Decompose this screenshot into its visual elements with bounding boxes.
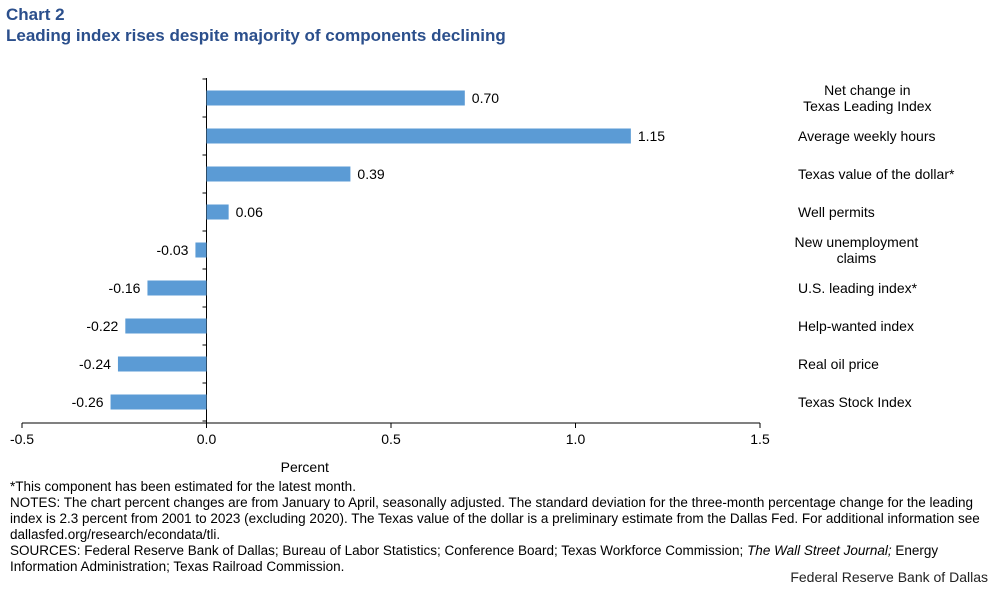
- footnotes: *This component has been estimated for t…: [10, 479, 990, 575]
- category-label: Texas Leading Index: [803, 98, 931, 114]
- x-tick-label: 0.5: [381, 431, 401, 447]
- category-label: Average weekly hours: [798, 128, 935, 144]
- x-axis-title: Percent: [281, 459, 329, 475]
- bar: [206, 128, 631, 144]
- data-label: 0.06: [236, 204, 263, 220]
- category-label: Well permits: [798, 204, 875, 220]
- bar: [125, 318, 207, 334]
- category-label: Texas value of the dollar*: [798, 166, 955, 182]
- bar: [206, 90, 465, 106]
- bar: [147, 280, 207, 296]
- sources-suffix: Energy Information Administration; Texas…: [10, 543, 939, 574]
- credit: Federal Reserve Bank of Dallas: [790, 569, 988, 585]
- x-tick-label: 0.0: [197, 431, 217, 447]
- data-label: 1.15: [638, 128, 665, 144]
- x-tick-label: 1.0: [566, 431, 586, 447]
- sources-text: SOURCES: Federal Reserve Bank of Dallas;…: [10, 543, 990, 575]
- bar: [117, 356, 207, 372]
- bar: [195, 242, 207, 258]
- bar: [206, 166, 351, 182]
- data-label: -0.22: [86, 318, 118, 334]
- category-label: U.S. leading index*: [798, 280, 918, 296]
- sources-prefix: SOURCES: Federal Reserve Bank of Dallas;…: [10, 543, 748, 558]
- category-label: New unemployment: [795, 234, 919, 250]
- x-tick-label: -0.5: [10, 431, 34, 447]
- category-label: Texas Stock Index: [798, 394, 912, 410]
- category-label: Net change in: [824, 82, 910, 98]
- data-label: 0.39: [357, 166, 384, 182]
- x-tick-label: 1.5: [750, 431, 770, 447]
- footnote-estimate: *This component has been estimated for t…: [10, 479, 356, 494]
- data-label: -0.24: [79, 356, 111, 372]
- data-label: 0.70: [472, 90, 499, 106]
- category-label: claims: [837, 250, 877, 266]
- bar-chart: -0.5 0.0 0.5 1.0 1.5 Percent 0.70 Net change in…: [10, 78, 955, 475]
- bar: [206, 204, 229, 220]
- category-label: Help-wanted index: [798, 318, 914, 334]
- chart-header: Chart 2 Leading index rises despite majo…: [6, 5, 506, 47]
- data-label: -0.03: [157, 242, 189, 258]
- notes-text: NOTES: The chart percent changes are fro…: [10, 495, 980, 542]
- bar: [110, 394, 207, 410]
- data-label: -0.26: [72, 394, 104, 410]
- chart-title: Leading index rises despite majority of …: [6, 26, 506, 45]
- category-label: Real oil price: [798, 356, 879, 372]
- chart-number: Chart 2: [6, 5, 65, 24]
- data-label: -0.16: [109, 280, 141, 296]
- sources-italic: The Wall Street Journal;: [747, 543, 892, 558]
